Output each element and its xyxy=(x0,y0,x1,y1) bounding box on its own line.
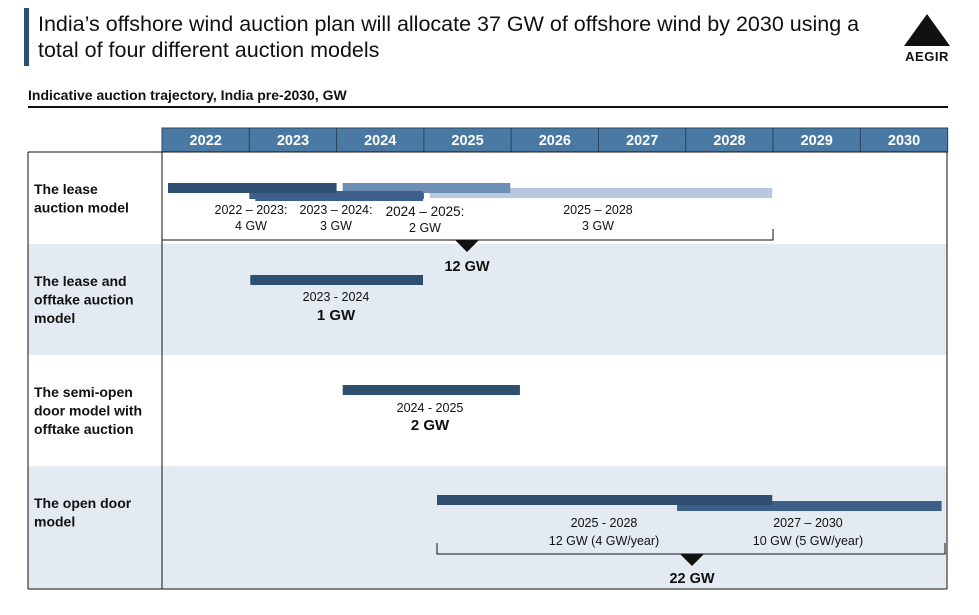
bar-value-label: 4 GW xyxy=(235,219,267,233)
year-header-cell xyxy=(248,127,338,153)
subtitle-rule xyxy=(28,106,948,108)
year-header-label: 2022 xyxy=(190,133,222,149)
bar-value-label: 2 GW xyxy=(411,417,450,434)
bar-period-label: 2024 – 2025: xyxy=(386,204,465,219)
year-header-cell xyxy=(336,127,425,153)
bar xyxy=(168,183,337,193)
bar xyxy=(342,183,511,193)
year-header-label: 2030 xyxy=(888,133,920,149)
bar-value-label: 3 GW xyxy=(320,219,352,233)
bar-value-label: 3 GW xyxy=(582,219,614,233)
bar-period-label: 2023 - 2024 xyxy=(303,290,370,304)
bar xyxy=(436,495,773,505)
year-header-label: 2026 xyxy=(539,133,571,149)
year-header-label: 2023 xyxy=(277,133,309,149)
bar-period-label: 2024 - 2025 xyxy=(397,401,464,415)
bar xyxy=(342,385,520,395)
bar-value-label: 12 GW (4 GW/year) xyxy=(549,534,659,548)
logo-triangle-icon xyxy=(904,14,950,46)
row-band xyxy=(28,466,947,589)
bar-period-label: 2027 – 2030 xyxy=(773,516,843,530)
total-pointer xyxy=(680,554,704,566)
bar-period-label: 2025 – 2028 xyxy=(563,203,633,217)
bar xyxy=(249,193,424,199)
total-label: 12 GW xyxy=(444,259,489,275)
bar xyxy=(677,501,942,511)
row-label: The lease and offtake auction model xyxy=(34,273,134,326)
year-header-label: 2029 xyxy=(801,133,833,149)
title-accent-bar xyxy=(24,8,29,66)
year-header-cell xyxy=(772,127,861,153)
row-band xyxy=(28,355,947,466)
total-pointer xyxy=(455,240,479,252)
bar-period-label: 2022 – 2023: xyxy=(215,203,288,217)
row-label: The lease auction model xyxy=(34,181,129,216)
year-header-label: 2024 xyxy=(364,133,396,149)
bar xyxy=(250,275,424,285)
bar-value-label: 1 GW xyxy=(317,307,356,324)
bar-value-label: 2 GW xyxy=(409,221,441,235)
aegir-logo: AEGIR xyxy=(900,12,954,64)
year-header-cell xyxy=(859,127,949,153)
year-header-label: 2028 xyxy=(713,133,745,149)
year-header-label: 2025 xyxy=(451,133,483,149)
chart-subtitle: Indicative auction trajectory, India pre… xyxy=(28,87,347,103)
row-band xyxy=(28,244,947,355)
bar-period-label: 2023 – 2024: xyxy=(300,203,373,217)
bar xyxy=(429,188,773,198)
page-title: India’s offshore wind auction plan will … xyxy=(38,12,860,62)
bar-period-label: 2025 - 2028 xyxy=(571,516,638,530)
year-header-label: 2027 xyxy=(626,133,658,149)
bar-value-label: 10 GW (5 GW/year) xyxy=(753,534,863,548)
logo-text: AEGIR xyxy=(905,49,949,64)
total-label: 22 GW xyxy=(669,571,714,587)
row-label: The semi-open door model with offtake auct… xyxy=(34,384,142,437)
row-label: The open door model xyxy=(34,495,132,530)
